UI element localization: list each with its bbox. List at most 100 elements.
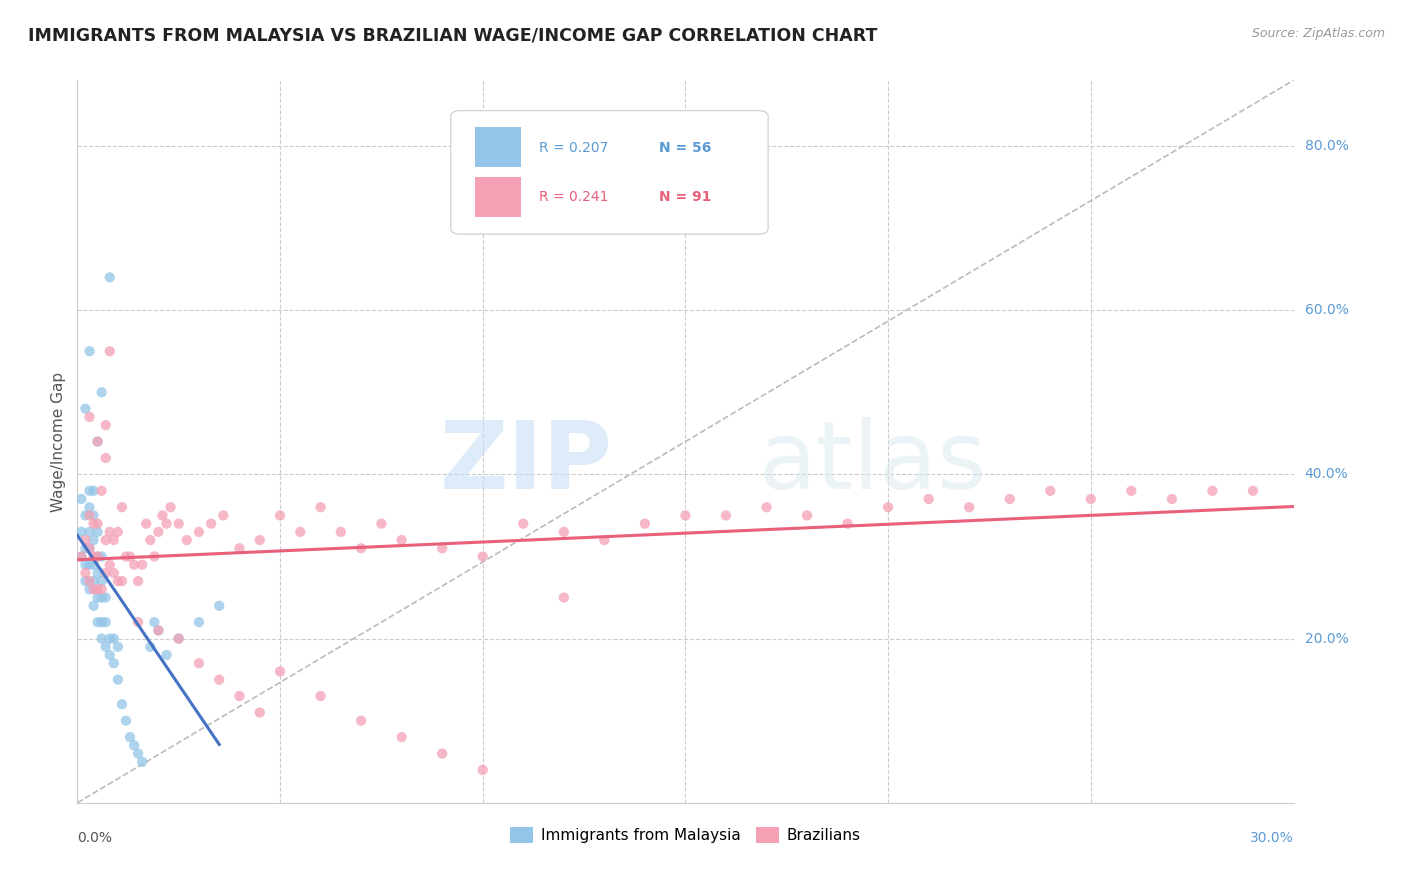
Legend: Immigrants from Malaysia, Brazilians: Immigrants from Malaysia, Brazilians	[505, 822, 866, 849]
Point	[75, 508, 97, 523]
Text: ZIP: ZIP	[440, 417, 613, 509]
Point	[98, 270, 121, 285]
Point	[634, 516, 657, 531]
Point	[83, 582, 105, 597]
Point	[188, 615, 211, 630]
Text: 20.0%: 20.0%	[1305, 632, 1348, 646]
Point	[131, 755, 153, 769]
Point	[593, 533, 616, 547]
Point	[877, 500, 900, 515]
Point	[148, 624, 170, 638]
Text: IMMIGRANTS FROM MALAYSIA VS BRAZILIAN WAGE/INCOME GAP CORRELATION CHART: IMMIGRANTS FROM MALAYSIA VS BRAZILIAN WA…	[28, 27, 877, 45]
Point	[249, 706, 271, 720]
Point	[83, 533, 105, 547]
Point	[167, 632, 190, 646]
Text: 30.0%: 30.0%	[1250, 830, 1294, 845]
Point	[79, 483, 101, 498]
Point	[90, 582, 112, 597]
Point	[86, 591, 108, 605]
Point	[79, 582, 101, 597]
Point	[350, 714, 373, 728]
Point	[796, 508, 818, 523]
Point	[115, 714, 138, 728]
Point	[79, 574, 101, 588]
Point	[167, 632, 190, 646]
Point	[86, 516, 108, 531]
Point	[553, 524, 575, 539]
Point	[430, 541, 453, 556]
Point	[94, 615, 117, 630]
Point	[90, 385, 112, 400]
Point	[118, 549, 141, 564]
Point	[118, 730, 141, 744]
Point	[512, 516, 534, 531]
Point	[75, 558, 97, 572]
Point	[86, 566, 108, 580]
Point	[152, 508, 174, 523]
Point	[350, 541, 373, 556]
Point	[79, 500, 101, 515]
Point	[94, 591, 117, 605]
Point	[86, 549, 108, 564]
Point	[714, 508, 737, 523]
Point	[83, 483, 105, 498]
Point	[79, 558, 101, 572]
Point	[86, 524, 108, 539]
Point	[90, 483, 112, 498]
Text: 80.0%: 80.0%	[1305, 139, 1348, 153]
Point	[79, 524, 101, 539]
Point	[228, 541, 250, 556]
Point	[309, 500, 332, 515]
Point	[998, 491, 1021, 506]
Point	[75, 566, 97, 580]
Point	[98, 524, 121, 539]
Point	[86, 615, 108, 630]
Point	[79, 541, 101, 556]
Point	[837, 516, 859, 531]
Point	[90, 632, 112, 646]
Point	[94, 418, 117, 433]
Point	[309, 689, 332, 703]
Point	[103, 533, 125, 547]
Text: 0.0%: 0.0%	[77, 830, 112, 845]
Point	[430, 747, 453, 761]
Point	[139, 533, 162, 547]
Point	[90, 591, 112, 605]
Point	[90, 574, 112, 588]
Text: R = 0.207: R = 0.207	[540, 141, 609, 155]
Point	[70, 549, 93, 564]
Point	[86, 549, 108, 564]
Point	[512, 221, 534, 235]
Point	[167, 516, 190, 531]
Point	[79, 409, 101, 424]
Point	[94, 533, 117, 547]
Point	[103, 657, 125, 671]
Text: Source: ZipAtlas.com: Source: ZipAtlas.com	[1251, 27, 1385, 40]
Point	[208, 599, 231, 613]
Text: R = 0.241: R = 0.241	[540, 190, 609, 204]
Point	[1241, 483, 1264, 498]
Point	[83, 599, 105, 613]
Point	[471, 763, 494, 777]
Point	[148, 624, 170, 638]
Point	[107, 574, 129, 588]
Point	[83, 516, 105, 531]
Point	[94, 640, 117, 654]
Point	[70, 524, 93, 539]
Point	[1080, 491, 1102, 506]
Point	[143, 549, 166, 564]
Point	[391, 730, 413, 744]
Point	[75, 533, 97, 547]
Point	[75, 401, 97, 416]
Point	[83, 549, 105, 564]
Point	[103, 566, 125, 580]
Point	[269, 508, 291, 523]
Point	[228, 689, 250, 703]
Point	[111, 500, 134, 515]
Point	[122, 558, 145, 572]
Point	[208, 673, 231, 687]
Point	[1161, 491, 1184, 506]
Point	[370, 516, 392, 531]
Point	[107, 640, 129, 654]
Point	[83, 558, 105, 572]
